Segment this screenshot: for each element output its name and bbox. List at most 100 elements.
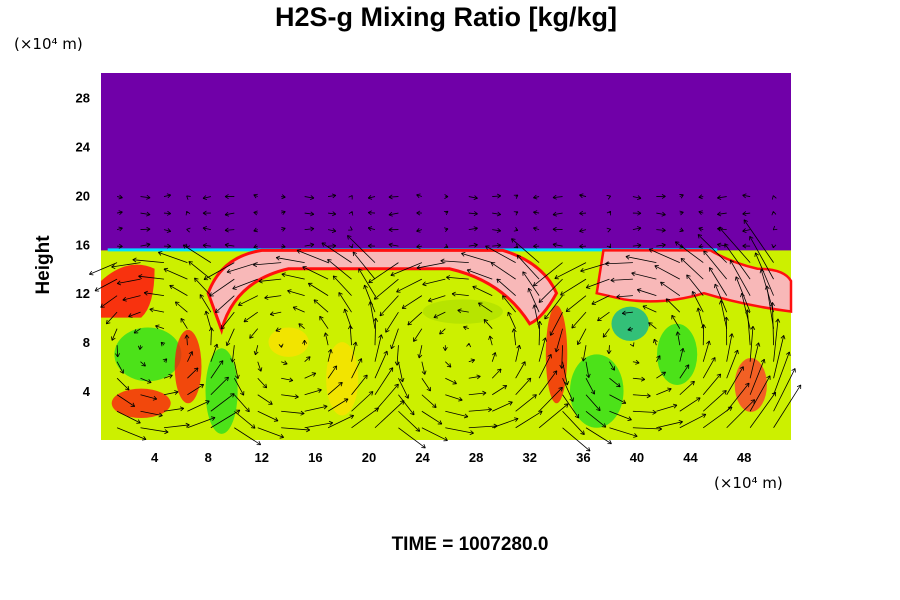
field-blob: [545, 305, 568, 404]
vector-arrowhead: [552, 194, 557, 200]
vector-arrowhead: [118, 226, 123, 232]
vector-arrow: [210, 360, 224, 379]
vector-arrowhead: [661, 371, 666, 376]
vector-arrow: [351, 391, 374, 412]
vector-arrow: [332, 275, 352, 296]
vector-arrow: [538, 370, 558, 395]
vector-arrowhead: [422, 281, 427, 287]
vector-arrowhead: [169, 284, 174, 290]
vector-arrowhead: [331, 193, 337, 199]
vector-arrowhead: [203, 275, 209, 281]
vector-arrow: [538, 337, 546, 362]
vector-arrowhead: [283, 360, 288, 366]
vector-arrow: [446, 276, 469, 280]
vector-arrow: [188, 261, 212, 280]
vector-arrowhead: [714, 283, 719, 289]
vector-arrowhead: [399, 377, 405, 383]
vector-arrow: [648, 322, 657, 329]
vector-arrow: [243, 311, 258, 323]
vector-arrowhead: [327, 258, 332, 264]
vector-arrowhead: [552, 211, 557, 217]
vector-arrowhead: [158, 251, 163, 256]
vector-arrowhead: [281, 226, 286, 232]
vector-arrow: [264, 295, 282, 299]
vector-arrow: [358, 268, 376, 296]
vector-arrowhead: [122, 296, 127, 302]
vector-arrowhead: [698, 210, 703, 215]
vector-arrow: [433, 311, 446, 318]
vector-arrowhead: [224, 194, 229, 199]
vector-arrow: [552, 243, 563, 247]
vector-arrowhead: [186, 227, 191, 233]
vector-arrow: [742, 194, 751, 197]
vector-arrowhead: [648, 322, 653, 327]
vector-arrowhead: [415, 427, 421, 432]
vector-arrow: [349, 325, 352, 346]
plot-area: [89, 73, 802, 452]
vector-arrow: [304, 244, 315, 247]
vector-arrowhead: [604, 261, 609, 267]
vector-arrow: [364, 284, 376, 313]
vector-arrowhead: [442, 346, 448, 351]
vector-arrowhead: [627, 326, 632, 332]
vector-arrowhead: [610, 366, 615, 371]
vector-arrowhead: [367, 243, 372, 249]
vector-arrowhead: [750, 399, 756, 404]
vector-arrow: [773, 335, 785, 379]
vector-arrow: [562, 427, 591, 452]
vector-arrowhead: [133, 329, 139, 334]
vector-arrowhead: [708, 267, 714, 272]
field-blob: [111, 388, 171, 418]
vector-arrow: [726, 349, 739, 379]
vector-arrowhead: [155, 324, 160, 330]
vector-arrowhead: [532, 394, 537, 399]
vector-arrow: [627, 328, 633, 331]
vector-arrow: [680, 258, 704, 280]
vector-arrowhead: [388, 194, 393, 200]
vector-arrow: [749, 236, 774, 280]
vector-arrow: [292, 306, 305, 313]
vector-arrowhead: [698, 243, 703, 249]
vector-arrow: [496, 278, 516, 296]
vector-arrowhead: [288, 377, 294, 383]
vector-arrowhead: [633, 433, 638, 438]
vector-arrow: [328, 194, 336, 197]
vector-arrowhead: [407, 320, 412, 326]
vector-arrow: [585, 410, 607, 428]
vector-arrow: [287, 290, 305, 297]
vector-arrowhead: [665, 298, 671, 303]
vector-arrowhead: [706, 340, 711, 345]
vector-arrow: [515, 345, 520, 362]
vector-arrow: [100, 295, 118, 308]
vector-arrow: [374, 334, 382, 362]
vector-arrow: [116, 427, 147, 440]
vector-arrow: [632, 427, 662, 430]
vector-arrow: [231, 345, 235, 363]
vector-arrowhead: [580, 267, 585, 273]
vector-arrowhead: [564, 403, 569, 408]
vector-arrowhead: [457, 308, 462, 314]
chart-title: H2S-g Mixing Ratio [kg/kg]: [275, 2, 617, 32]
vector-arrowhead: [452, 380, 457, 385]
vector-arrow: [468, 196, 478, 199]
vector-arrow: [697, 307, 704, 329]
vector-arrowhead: [547, 353, 552, 359]
vector-arrow: [226, 328, 235, 346]
vector-arrowhead: [262, 383, 268, 389]
vector-arrowhead: [204, 310, 210, 316]
vector-arrow: [516, 254, 540, 280]
vector-arrow: [440, 260, 469, 264]
vector-arrowhead: [132, 257, 137, 263]
vector-arrowhead: [257, 367, 263, 372]
vector-arrowhead: [717, 195, 722, 200]
vector-arrow: [492, 401, 513, 412]
vector-arrow: [128, 311, 141, 317]
vector-arrow: [585, 427, 612, 445]
vector-arrowhead: [111, 264, 116, 269]
vector-arrow: [703, 250, 727, 280]
vector-arrowhead: [629, 342, 635, 347]
vector-arrow: [492, 195, 501, 197]
vector-arrowhead: [186, 195, 191, 200]
vector-arrowhead: [225, 341, 231, 347]
vector-arrow: [490, 262, 516, 280]
